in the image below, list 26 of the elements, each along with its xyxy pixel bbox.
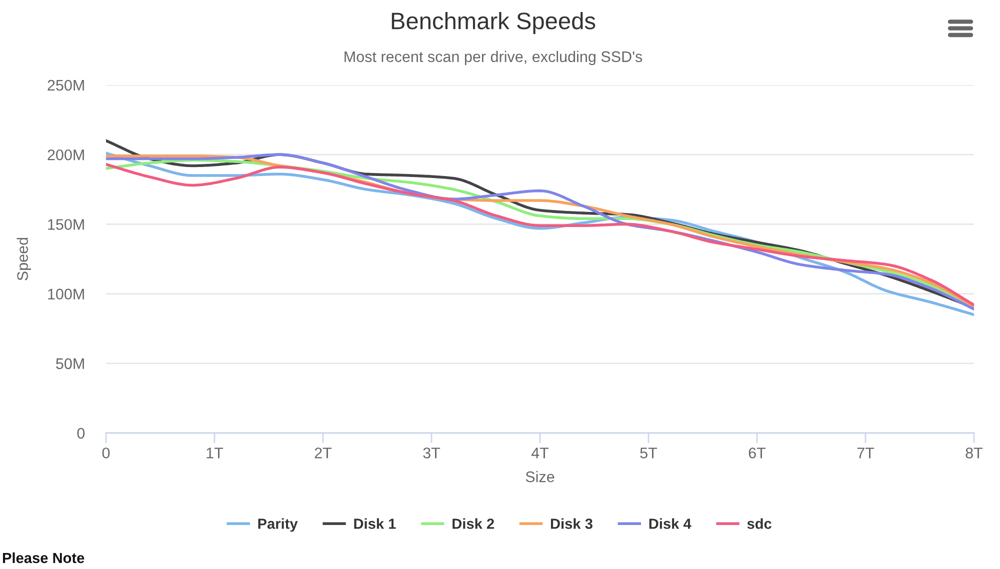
x-tick-label: 6T <box>748 448 766 458</box>
legend-label: Disk 3 <box>550 518 592 529</box>
x-axis-title: Size <box>526 471 554 482</box>
legend-label: Disk 4 <box>649 518 692 529</box>
y-tick-label: 0 <box>77 428 85 439</box>
x-tick-label: 8T <box>966 448 983 458</box>
y-tick-label: 50M <box>56 358 84 370</box>
x-tick-label: 5T <box>640 448 658 458</box>
legend-label: Disk 2 <box>452 518 494 529</box>
y-tick-label: 250M <box>48 80 84 91</box>
legend-label: Disk 1 <box>354 518 396 529</box>
y-axis-title: Speed <box>16 238 31 280</box>
x-tick-label: 2T <box>314 448 332 458</box>
chart-title: Benchmark Speeds <box>392 12 596 34</box>
x-tick-label: 3T <box>423 448 440 458</box>
legend-label: Parity <box>258 518 298 532</box>
text: Please Note <box>2 552 84 564</box>
y-tick-label: 150M <box>48 219 84 230</box>
x-tick-label: 1T <box>206 448 224 458</box>
legend-label: sdc <box>747 518 772 529</box>
chart-subtitle: Most recent scan per drive, excluding SSD's <box>344 50 642 66</box>
x-tick-label: 7T <box>857 448 874 458</box>
x-tick-label: 0 <box>102 448 110 458</box>
x-tick-label: 4T <box>531 448 549 458</box>
y-tick-label: 100M <box>48 288 84 300</box>
y-tick-label: 200M <box>48 149 84 160</box>
